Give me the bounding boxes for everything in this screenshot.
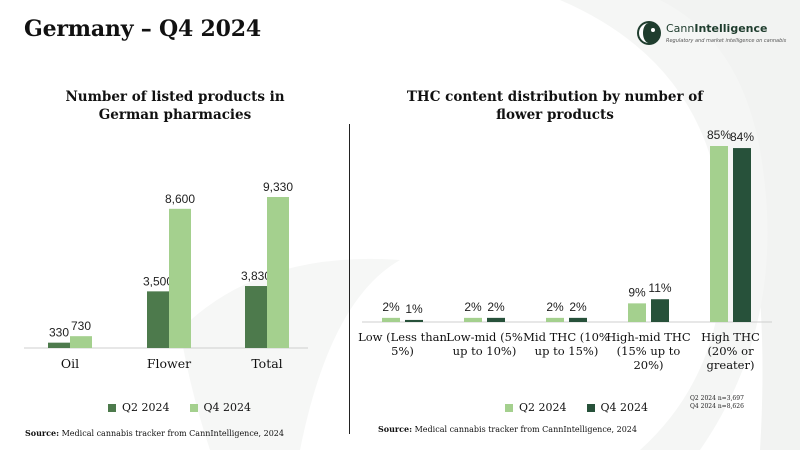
thc-bar-2-q4 — [569, 317, 587, 322]
logo-name-part1: Cann — [666, 22, 695, 35]
thc-bar-1-q2 — [464, 317, 482, 322]
right-source-note: Source: Medical cannabis tracker from Ca… — [378, 424, 637, 434]
thc-data-label-2-q4: 2% — [569, 300, 587, 314]
left-source-text: Medical cannabis tracker from CannIntell… — [59, 429, 284, 438]
tick-label-oil: Oil — [61, 356, 79, 371]
bar-oil-q4 — [70, 336, 92, 348]
left-source-note: Source: Medical cannabis tracker from Ca… — [25, 428, 284, 438]
thc-data-label-4-q2: 85% — [707, 128, 731, 142]
thc-data-label-3-q4: 11% — [648, 281, 671, 295]
thc-data-label-3-q2: 9% — [628, 285, 646, 299]
sample-size-note: Q2 2024 n=3,697 Q4 2024 n=8,626 — [690, 395, 744, 411]
legend-label-right-q4: Q4 2024 — [600, 401, 649, 414]
logo-name-part2: Intelligence — [694, 22, 768, 35]
data-label-oil-q4: 730 — [71, 319, 91, 333]
left-chart-title-line2: German pharmacies — [98, 107, 252, 123]
bar-flower-q4 — [169, 208, 191, 348]
sample-size-q4: Q4 2024 n=8,626 — [690, 403, 744, 410]
right-source-label: Source: — [378, 424, 413, 434]
thc-tick-label-2-line2: up to 15%) — [535, 344, 599, 358]
logo-icon — [637, 21, 661, 45]
right-chart-title-line1: THC content distribution by number of — [406, 89, 704, 105]
thc-bar-3-q4 — [651, 299, 669, 322]
legend-label-q4: Q4 2024 — [203, 401, 252, 414]
thc-bar-1-q4 — [487, 317, 505, 322]
thc-tick-label-3-line2: (15% up to — [617, 344, 681, 358]
thc-tick-label-4-line1: High THC — [701, 330, 760, 344]
left-legend: Q2 2024 Q4 2024 — [108, 401, 251, 414]
bar-total-q4 — [267, 197, 289, 348]
thc-data-label-2-q2: 2% — [546, 300, 564, 314]
sample-size-q2: Q2 2024 n=3,697 — [690, 395, 744, 402]
logo: CannIntelligence Regulatory and market i… — [636, 20, 796, 50]
legend-label-right-q2: Q2 2024 — [519, 401, 567, 414]
left-source-label: Source: — [25, 428, 60, 438]
data-label-oil-q2: 330 — [49, 326, 69, 340]
thc-bar-2-q2 — [546, 317, 564, 322]
thc-tick-label-1-line1: Low-mid (5% — [446, 330, 523, 344]
thc-tick-label-3-line1: High-mid THC — [606, 330, 691, 344]
data-label-flower-q2: 3,500 — [143, 274, 173, 288]
left-chart-title-line1: Number of listed products in — [65, 89, 285, 105]
thc-data-label-0-q2: 2% — [382, 300, 400, 314]
logo-name: CannIntelligence — [666, 22, 767, 35]
thc-bar-0-q4 — [405, 319, 423, 322]
page-title: Germany – Q4 2024 — [24, 16, 261, 42]
tick-label-total: Total — [251, 356, 282, 371]
thc-tick-label-2-line1: Mid THC (10% — [523, 330, 610, 344]
legend-label-q2: Q2 2024 — [122, 401, 170, 414]
data-label-total-q2: 3,830 — [241, 269, 271, 283]
left-chart-title: Number of listed products in German phar… — [40, 88, 310, 124]
thc-data-label-4-q4: 84% — [730, 130, 754, 144]
chart-divider — [349, 124, 350, 434]
thc-data-label-1-q4: 2% — [487, 300, 505, 314]
thc-tick-label-1-line2: up to 10%) — [453, 344, 517, 358]
bar-total-q2 — [245, 286, 267, 348]
legend-swatch-right-q2 — [505, 403, 513, 412]
data-label-total-q4: 9,330 — [263, 180, 293, 194]
tick-label-flower: Flower — [147, 356, 191, 371]
right-chart-title: THC content distribution by number of fl… — [380, 88, 730, 124]
thc-bar-3-q2 — [628, 303, 646, 322]
thc-bar-0-q2 — [382, 317, 400, 322]
thc-tick-label-0-line2: 5%) — [391, 344, 414, 358]
legend-swatch-q4 — [189, 403, 198, 412]
right-source-text: Medical cannabis tracker from CannIntell… — [412, 425, 637, 434]
legend-swatch-right-q4 — [586, 403, 595, 412]
right-legend: Q2 2024 Q4 2024 — [505, 401, 648, 414]
right-chart-title-line2: flower products — [496, 107, 614, 123]
bar-flower-q2 — [147, 291, 169, 348]
thc-data-label-0-q4: 1% — [405, 302, 423, 316]
thc-tick-label-4-line2: (20% or — [707, 344, 754, 358]
bar-oil-q2 — [48, 342, 70, 348]
logo-tagline: Regulatory and market intelligence on ca… — [666, 38, 787, 44]
legend-swatch-q2 — [108, 403, 116, 412]
thc-data-label-1-q2: 2% — [464, 300, 482, 314]
thc-tick-label-0-line1: Low (Less than — [358, 330, 447, 344]
data-label-flower-q4: 8,600 — [165, 192, 195, 206]
thc-bar-4-q2 — [710, 146, 728, 322]
thc-tick-label-4-line3: greater) — [707, 358, 755, 372]
thc-tick-label-3-line3: 20%) — [633, 358, 663, 372]
left-chart: 330 730 Oil 3,500 8,600 Flower 3,830 9,330 Total — [24, 180, 308, 371]
thc-bar-4-q4 — [733, 148, 751, 322]
